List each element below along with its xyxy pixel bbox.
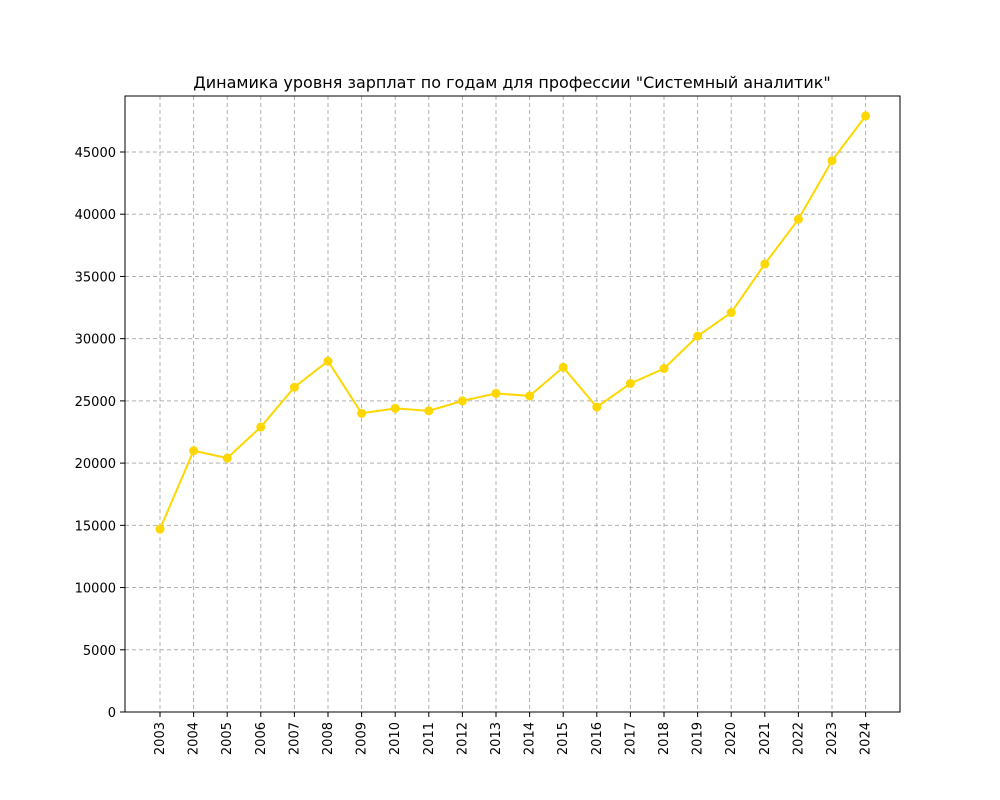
data-point bbox=[558, 362, 568, 372]
data-point bbox=[424, 406, 434, 416]
data-point bbox=[256, 422, 266, 432]
y-tick-label: 45000 bbox=[75, 146, 116, 161]
x-tick-label: 2012 bbox=[455, 722, 470, 755]
axis-ticks: 2003 2004 2005 2006 2007 2008 2009 2010 2011 2012… bbox=[75, 146, 874, 755]
y-tick-label: 35000 bbox=[75, 270, 116, 285]
grid bbox=[125, 96, 900, 712]
x-tick-label: 2009 bbox=[355, 722, 370, 755]
x-tick-label: 2004 bbox=[187, 722, 202, 755]
data-point bbox=[491, 388, 501, 398]
x-tick-label: 2019 bbox=[691, 722, 706, 755]
y-tick-label: 10000 bbox=[75, 582, 116, 597]
chart-title: Динамика уровня зарплат по годам для про… bbox=[193, 73, 831, 92]
data-point bbox=[357, 408, 367, 418]
data-point bbox=[390, 403, 400, 413]
x-tick-label: 2007 bbox=[287, 722, 302, 755]
series-line bbox=[159, 115, 867, 530]
y-tick-label: 20000 bbox=[75, 457, 116, 472]
y-tick-label: 15000 bbox=[75, 519, 116, 534]
data-point bbox=[726, 308, 736, 318]
x-tick-label: 2015 bbox=[556, 722, 571, 755]
x-tick-label: 2008 bbox=[321, 722, 336, 755]
y-tick-label: 30000 bbox=[75, 333, 116, 348]
data-point bbox=[693, 331, 703, 341]
x-tick-label: 2014 bbox=[523, 722, 538, 755]
data-point bbox=[189, 446, 199, 456]
data-point bbox=[760, 259, 770, 269]
x-tick-label: 2024 bbox=[859, 722, 874, 755]
data-point bbox=[659, 364, 669, 374]
data-point bbox=[525, 391, 535, 401]
data-point bbox=[861, 111, 871, 121]
data-point bbox=[222, 453, 232, 463]
y-tick-label: 25000 bbox=[75, 395, 116, 410]
data-point bbox=[457, 396, 467, 406]
x-tick-label: 2006 bbox=[254, 722, 269, 755]
x-tick-label: 2010 bbox=[388, 722, 403, 755]
series-line-group bbox=[159, 115, 867, 530]
data-point bbox=[155, 524, 165, 534]
x-tick-label: 2022 bbox=[791, 722, 806, 755]
data-point bbox=[323, 356, 333, 366]
x-tick-label: 2021 bbox=[758, 722, 773, 755]
plot-frame bbox=[124, 95, 901, 713]
x-tick-label: 2020 bbox=[724, 722, 739, 755]
x-tick-label: 2003 bbox=[153, 722, 168, 755]
y-tick-label: 0 bbox=[108, 706, 116, 721]
y-tick-label: 40000 bbox=[75, 208, 116, 223]
y-tick-label: 5000 bbox=[83, 644, 116, 659]
x-tick-label: 2013 bbox=[489, 722, 504, 755]
data-points bbox=[155, 111, 871, 534]
data-point bbox=[289, 382, 299, 392]
x-tick-label: 2005 bbox=[220, 722, 235, 755]
x-tick-label: 2023 bbox=[825, 722, 840, 755]
data-point bbox=[793, 214, 803, 224]
x-tick-label: 2016 bbox=[590, 722, 605, 755]
x-tick-label: 2017 bbox=[623, 722, 638, 755]
data-point bbox=[625, 378, 635, 388]
data-point bbox=[827, 156, 837, 166]
x-tick-label: 2011 bbox=[422, 722, 437, 755]
x-tick-label: 2018 bbox=[657, 722, 672, 755]
data-point bbox=[592, 402, 602, 412]
